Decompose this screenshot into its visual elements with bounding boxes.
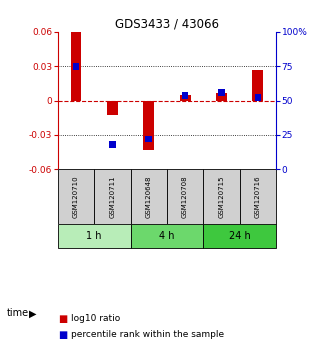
Text: GSM120716: GSM120716	[255, 176, 261, 218]
Bar	[131, 169, 167, 224]
Bar	[180, 95, 191, 101]
Bar	[73, 63, 79, 70]
Title: GDS3433 / 43066: GDS3433 / 43066	[115, 18, 219, 31]
Text: GSM120708: GSM120708	[182, 176, 188, 218]
Text: GSM120710: GSM120710	[73, 176, 79, 218]
Bar	[216, 92, 227, 101]
Bar	[203, 169, 240, 224]
Text: GSM120711: GSM120711	[109, 176, 115, 218]
Bar	[145, 136, 152, 142]
Bar	[131, 224, 203, 248]
Bar	[58, 169, 94, 224]
Bar	[143, 101, 154, 150]
Text: ■: ■	[58, 314, 67, 324]
Bar	[218, 89, 225, 96]
Bar	[240, 169, 276, 224]
Bar	[94, 169, 131, 224]
Bar	[182, 92, 188, 98]
Text: log10 ratio: log10 ratio	[71, 314, 120, 323]
Bar	[109, 141, 116, 148]
Text: ▶: ▶	[29, 308, 36, 318]
Text: time: time	[6, 308, 29, 318]
Text: 4 h: 4 h	[159, 231, 175, 241]
Text: ■: ■	[58, 330, 67, 339]
Bar	[252, 70, 263, 101]
Text: 1 h: 1 h	[86, 231, 102, 241]
Text: GSM120715: GSM120715	[219, 176, 224, 218]
Bar	[167, 169, 203, 224]
Bar	[203, 224, 276, 248]
Text: 24 h: 24 h	[229, 231, 251, 241]
Bar	[107, 101, 118, 115]
Text: percentile rank within the sample: percentile rank within the sample	[71, 330, 224, 339]
Bar	[71, 32, 82, 101]
Text: GSM120648: GSM120648	[146, 176, 152, 218]
Bar	[255, 95, 261, 101]
Bar	[58, 224, 131, 248]
